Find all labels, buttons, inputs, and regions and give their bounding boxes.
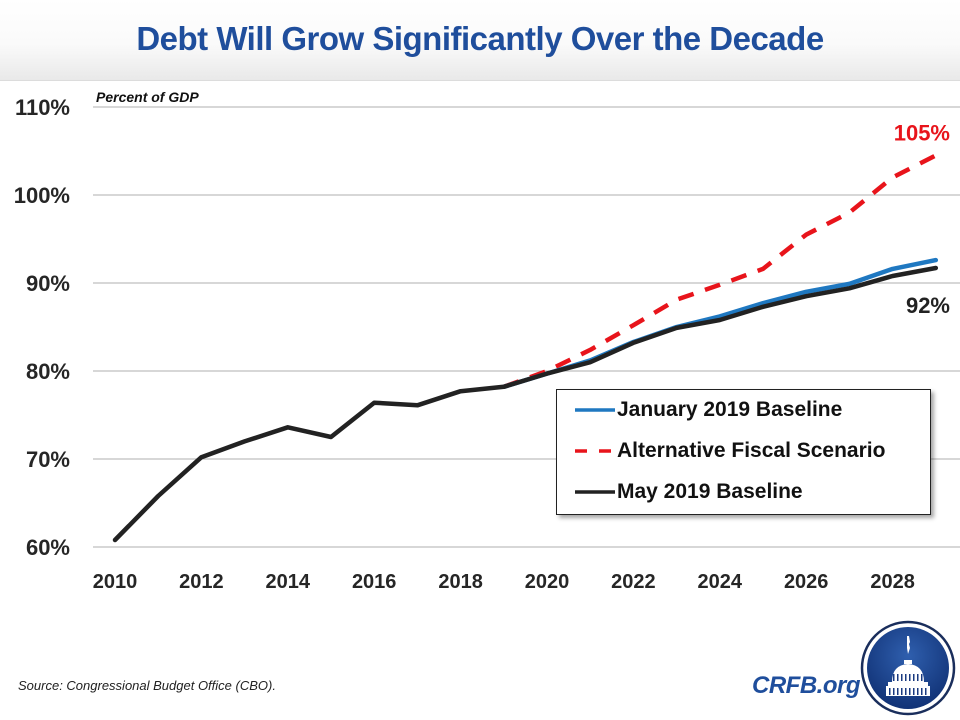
x-tick-label: 2026 xyxy=(784,571,829,593)
x-tick-label: 2024 xyxy=(698,571,743,593)
source-note: Source: Congressional Budget Office (CBO… xyxy=(18,678,276,693)
legend-swatch-alternative xyxy=(575,449,615,453)
x-tick-label: 2020 xyxy=(525,571,570,593)
x-tick-label: 2028 xyxy=(870,571,915,593)
y-tick-label: 90% xyxy=(26,271,70,296)
chart-title: Debt Will Grow Significantly Over the De… xyxy=(136,20,824,57)
y-tick-label: 60% xyxy=(26,535,70,560)
series-line-alternative-fiscal-scenario xyxy=(503,153,937,389)
legend-swatch-january xyxy=(575,408,615,412)
x-tick-label: 2014 xyxy=(266,571,311,593)
x-axis-tick-labels: 2010 2012 2014 2016 2018 2020 2022 2024 2026 2028 xyxy=(93,571,915,593)
legend-item-january: January 2019 Baseline xyxy=(575,395,842,425)
data-label: 105% xyxy=(894,120,950,145)
header-band: Debt Will Grow Significantly Over the De… xyxy=(0,0,960,81)
x-tick-label: 2012 xyxy=(179,571,224,593)
brand-link[interactable]: CRFB.org xyxy=(752,672,860,699)
x-tick-label: 2022 xyxy=(611,571,656,593)
series-line-may-2019-baseline xyxy=(112,265,939,543)
y-axis-label: Percent of GDP xyxy=(96,89,199,105)
y-tick-label: 70% xyxy=(26,447,70,472)
gridlines xyxy=(93,106,960,548)
y-tick-label: 100% xyxy=(14,183,70,208)
legend-label-january: January 2019 Baseline xyxy=(617,398,843,421)
legend-swatch-may xyxy=(575,490,615,494)
x-tick-label: 2010 xyxy=(93,571,138,593)
x-tick-label: 2018 xyxy=(438,571,483,593)
y-axis-tick-labels: 60% 70% 80% 90% 100% 110% xyxy=(14,95,70,560)
legend-label-alternative: Alternative Fiscal Scenario xyxy=(617,439,886,462)
capitol-dome-icon xyxy=(860,620,956,716)
legend-label-may: May 2019 Baseline xyxy=(617,480,803,503)
series-lines xyxy=(112,153,939,543)
y-tick-label: 80% xyxy=(26,359,70,384)
legend-item-alternative: Alternative Fiscal Scenario xyxy=(575,436,885,466)
x-tick-label: 2016 xyxy=(352,571,397,593)
y-tick-label: 110% xyxy=(15,95,70,120)
legend: January 2019 Baseline Alternative Fiscal… xyxy=(556,389,931,515)
data-label: 92% xyxy=(906,293,950,318)
legend-item-may: May 2019 Baseline xyxy=(575,477,803,507)
annotations: 105% 92% xyxy=(894,120,950,318)
